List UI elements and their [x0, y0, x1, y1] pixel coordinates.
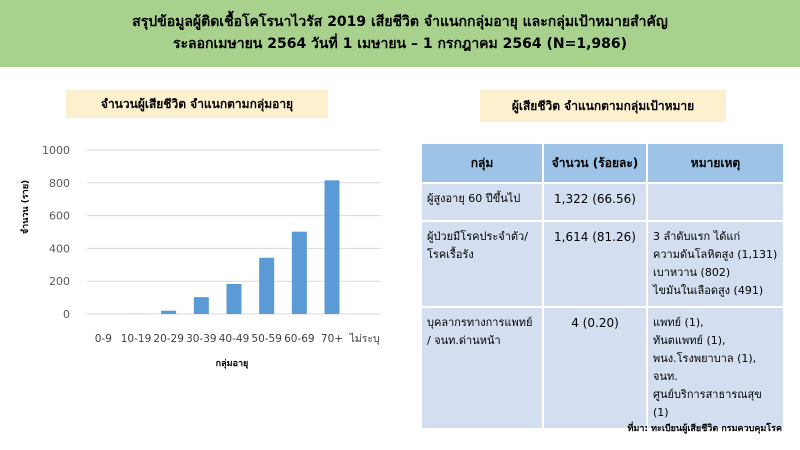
x-tick-label: 20-29	[153, 333, 184, 345]
bar	[259, 257, 275, 314]
note-line: แพทย์ (1),	[653, 316, 704, 329]
table-row: ผู้สูงอายุ 60 ปีขึ้นไป 1,322 (66.56)	[420, 182, 785, 222]
bar	[324, 180, 340, 314]
table-row: ผู้ป่วยมีโรคประจำตัว/ โรคเรื้อรัง 1,614 (…	[420, 220, 785, 308]
table-row: บุคลากรทางการแพทย์ / จนท.ด่านหน้า 4 (0.20…	[420, 306, 785, 430]
note-line: ไขมันในเลือดสูง (491)	[653, 284, 764, 297]
header-title-line1: สรุปข้อมูลผู้ติดเชื้อโคโรนาไวรัส 2019 เส…	[132, 14, 668, 30]
bar	[161, 310, 177, 314]
x-tick-label: 40-49	[219, 333, 250, 345]
y-tick-label: 0	[63, 308, 70, 321]
col-header-notes: หมายเหตุ	[646, 142, 785, 184]
cell-group: ผู้ป่วยมีโรคประจำตัว/ โรคเรื้อรัง	[420, 220, 544, 308]
y-tick-label: 600	[49, 210, 70, 223]
x-tick-label: 30-39	[186, 333, 217, 345]
x-tick-label: ไม่ระบุ	[349, 332, 380, 345]
x-tick-label: 10-19	[121, 333, 152, 345]
note-line: ความดันโลหิตสูง (1,131)	[653, 248, 778, 261]
x-axis-label: กลุ่มอายุ	[216, 358, 249, 369]
cell-group: บุคลากรทางการแพทย์ / จนท.ด่านหน้า	[420, 306, 544, 430]
cell-count: 1,614 (81.26)	[542, 220, 648, 308]
cell-notes: 3 ลำดับแรก ได้แก่ความดันโลหิตสูง (1,131)…	[646, 220, 785, 308]
col-header-count: จำนวน (ร้อยละ)	[542, 142, 648, 184]
y-tick-label: 400	[49, 242, 70, 255]
header-title-line2: ระลอกเมษายน 2564 วันที่ 1 เมษายน – 1 กรก…	[172, 36, 628, 52]
x-tick-label: 50-59	[251, 333, 282, 345]
note-line: เบาหวาน (802)	[653, 266, 731, 279]
x-tick-label: 0-9	[95, 333, 112, 345]
chart-title: จำนวนผู้เสียชีวิต จำแนกตามกลุ่มอายุ	[66, 90, 328, 118]
cell-notes: แพทย์ (1), ทันตแพทย์ (1), พนง.โรงพยาบาล (1…	[646, 306, 785, 430]
note-line: 3 ลำดับแรก ได้แก่	[653, 230, 741, 243]
x-tick-label: 70+	[321, 333, 343, 345]
cell-notes	[646, 182, 785, 222]
note-line: ทันตแพทย์ (1),	[653, 334, 726, 347]
cell-count: 1,322 (66.56)	[542, 182, 648, 222]
cell-group: ผู้สูงอายุ 60 ปีขึ้นไป	[420, 182, 544, 222]
page-header: สรุปข้อมูลผู้ติดเชื้อโคโรนาไวรัส 2019 เส…	[0, 0, 800, 67]
note-line: ศูนย์บริการสาธารณสุข (1)	[653, 388, 762, 419]
target-group-table: กลุ่ม จำนวน (ร้อยละ) หมายเหตุ ผู้สูงอายุ…	[420, 142, 785, 430]
col-header-group: กลุ่ม	[420, 142, 544, 184]
y-axis-label: จำนวน (ราย)	[20, 180, 31, 234]
bar	[226, 283, 242, 314]
y-tick-label: 200	[49, 275, 70, 288]
source-note: ที่มา: ทะเบียนผู้เสียชีวิต กรมควบคุมโรค	[627, 424, 782, 434]
x-tick-label: 60-69	[284, 333, 315, 345]
age-bar-chart: 0 200 400 600 800 1000 0-9 10-19 20-29 30-39 40-49…	[20, 144, 381, 369]
table-title: ผู้เสียชีวิต จำแนกตามกลุ่มเป้าหมาย	[480, 90, 726, 122]
bar	[291, 231, 307, 314]
note-line: พนง.โรงพยาบาล (1), จนท.	[653, 352, 757, 383]
y-tick-label: 800	[49, 177, 70, 190]
bar	[193, 297, 209, 314]
cell-count: 4 (0.20)	[542, 306, 648, 430]
y-tick-label: 1000	[42, 144, 70, 157]
